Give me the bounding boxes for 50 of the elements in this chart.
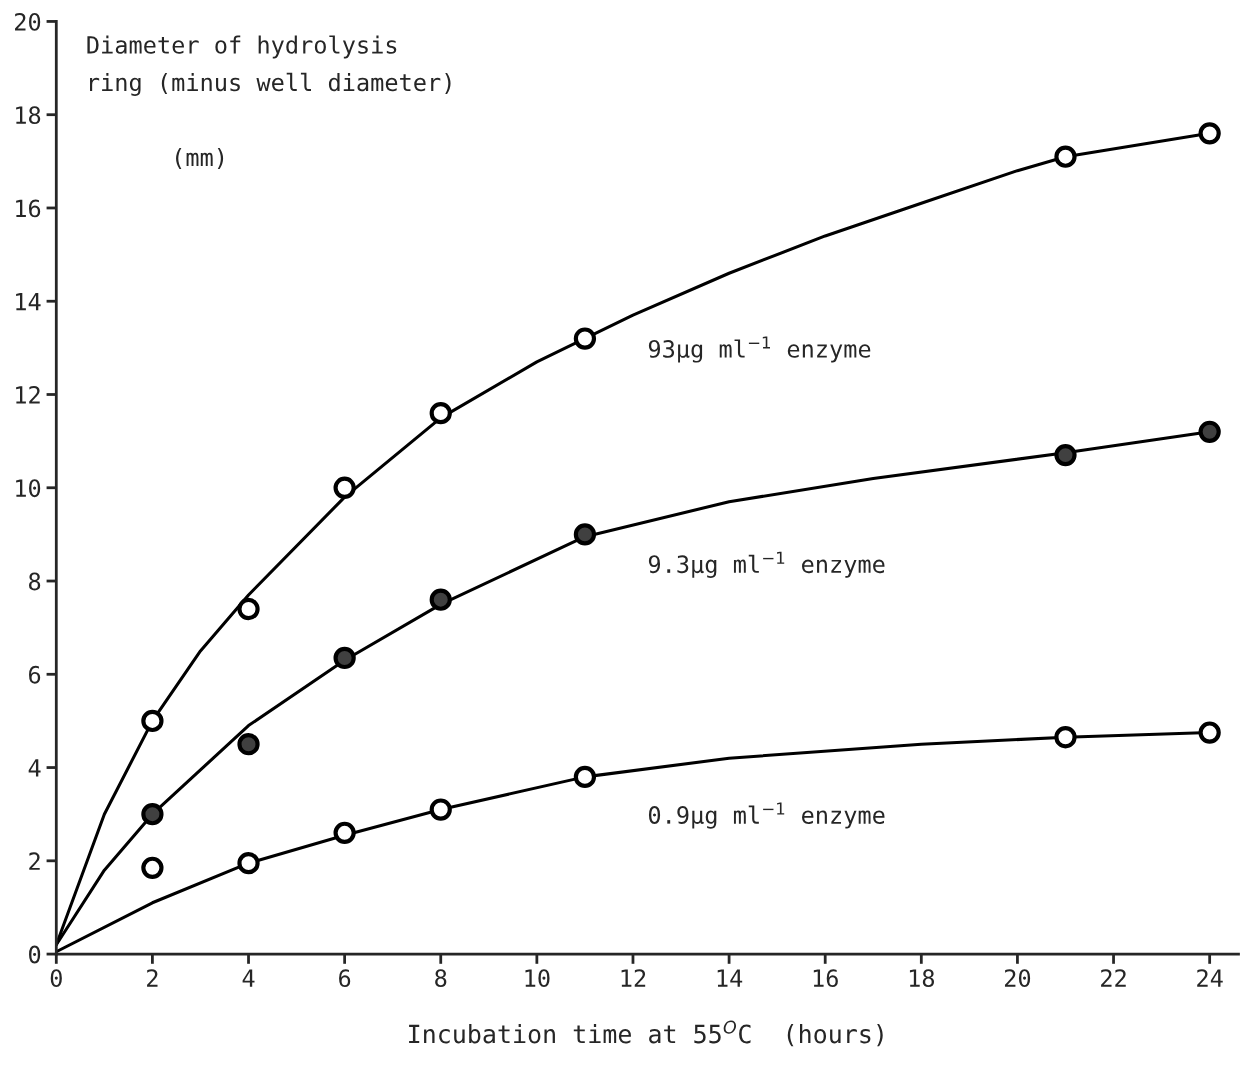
point — [1198, 122, 1221, 145]
point — [429, 402, 452, 425]
y-tick-label: 4 — [28, 759, 41, 777]
y-tick-label: 8 — [29, 572, 41, 591]
x-tick-label: 20 — [1004, 969, 1031, 988]
x-tick-label: 22 — [1101, 969, 1126, 987]
point — [1054, 145, 1077, 168]
point — [237, 597, 260, 621]
y-tick-label: 2 — [29, 852, 40, 870]
point — [237, 852, 260, 875]
x-axis-title: Incubation time at 55$^{O}$C (hours) — [409, 1020, 883, 1047]
x-tick-label: 8 — [435, 969, 447, 988]
point — [1198, 420, 1221, 443]
x-tick-label: 6 — [339, 969, 351, 988]
point — [333, 821, 356, 844]
x-tick-label: 4 — [242, 969, 255, 987]
point — [1054, 726, 1077, 749]
point — [573, 523, 597, 546]
y-tick-label: 10 — [16, 479, 41, 498]
x-tick-label: 0 — [50, 969, 62, 988]
point — [141, 709, 164, 733]
x-tick-label: 2 — [147, 969, 158, 987]
point — [333, 476, 356, 499]
x-tick-label: 16 — [813, 969, 838, 988]
y-tick-label: 14 — [16, 293, 41, 311]
point — [1198, 721, 1221, 744]
point — [429, 798, 452, 821]
y-tick-label: 0 — [29, 945, 41, 964]
point — [237, 733, 260, 756]
point — [333, 646, 356, 670]
y-tick-label: 6 — [29, 665, 41, 684]
x-tick-label: 10 — [525, 969, 550, 988]
point — [429, 588, 452, 611]
point — [141, 803, 164, 826]
y-tick-label: 16 — [16, 199, 41, 218]
x-tick-label: 12 — [621, 969, 646, 987]
point — [573, 327, 597, 350]
text: 0.9µg ml$^{−1}$ enzyme — [648, 802, 885, 829]
x-tick-label: 24 — [1197, 969, 1223, 987]
x-tick-label: 14 — [717, 969, 743, 987]
y-tick-label: 12 — [16, 386, 40, 404]
point — [1054, 443, 1077, 467]
text: 9.3µg ml$^{−1}$ enzyme — [648, 551, 885, 578]
point — [141, 856, 164, 879]
x-tick-label: 18 — [909, 969, 935, 988]
y-tick-label: 18 — [16, 106, 41, 125]
y-tick-label: 20 — [15, 12, 41, 31]
point — [573, 765, 597, 789]
text: Diameter of hydrolysis ring (minus well diameter) (mm) — [87, 35, 451, 170]
text: 93µg ml$^{−1}$ enzyme — [648, 336, 871, 363]
